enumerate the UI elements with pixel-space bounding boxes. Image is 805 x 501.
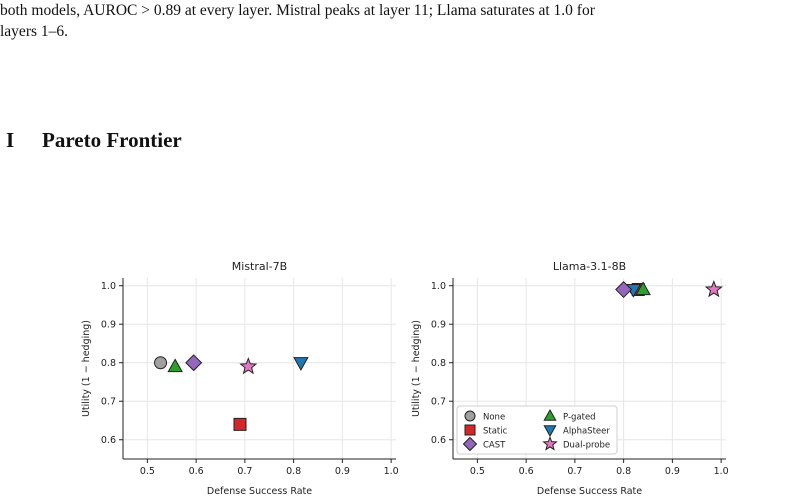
x-tick-label: 0.8 xyxy=(616,466,631,477)
legend-label-dual-probe: Dual-probe xyxy=(563,441,610,451)
y-tick-label: 0.9 xyxy=(431,320,446,331)
point-cast xyxy=(615,281,633,299)
x-tick-label: 0.9 xyxy=(665,466,680,477)
x-tick-label: 0.5 xyxy=(140,466,155,477)
legend-marker-cast xyxy=(462,436,478,452)
y-tick-label: 0.8 xyxy=(101,358,116,369)
legend-label-cast: CAST xyxy=(483,441,506,451)
section-title: Pareto Frontier xyxy=(42,128,182,152)
paragraph-line-1: both models, AUROC > 0.89 at every layer… xyxy=(0,2,595,19)
x-tick-label: 0.7 xyxy=(567,466,582,477)
y-tick-label: 1.0 xyxy=(431,281,446,292)
y-axis-label: Utility (1 − hedging) xyxy=(411,320,422,417)
paragraph-line-2: layers 1–6. xyxy=(0,23,69,40)
x-tick-label: 1.0 xyxy=(384,466,399,477)
y-tick-label: 0.8 xyxy=(431,358,446,369)
point-dual-probe xyxy=(239,357,258,375)
section-heading: I Pareto Frontier xyxy=(6,128,182,153)
chart-title: Llama-3.1-8B xyxy=(553,260,626,273)
point-static xyxy=(233,417,247,431)
plot-panel-mistral-7b: 0.5 0.6 0.7 0.8 0.9 1.0 0.6 0.7 0.8 0.9 1.0 Mistral… xyxy=(81,260,399,497)
legend-box xyxy=(456,405,618,455)
y-tick-label: 0.9 xyxy=(101,320,116,331)
legend-marker-static xyxy=(464,424,476,436)
legend-label-none: None xyxy=(483,413,505,423)
y-axis-label: Utility (1 − hedging) xyxy=(81,320,92,417)
x-tick-label: 0.5 xyxy=(470,466,485,477)
legend-marker-alphasteer xyxy=(543,425,557,438)
body-paragraph: both models, AUROC > 0.89 at every layer… xyxy=(0,0,800,42)
point-alphasteer xyxy=(293,357,309,371)
point-p-gated xyxy=(167,358,183,373)
point-cast xyxy=(185,354,203,372)
legend-marker-p-gated xyxy=(543,408,557,421)
x-tick-label: 0.8 xyxy=(286,466,301,477)
point-p-gated xyxy=(635,281,651,296)
plot-panel-llama-3-1-8b: 0.5 0.6 0.7 0.8 0.9 1.0 0.6 0.7 0.8 0.9 1.0 Llama-3… xyxy=(411,260,729,497)
point-none xyxy=(154,356,168,370)
chart-title: Mistral-7B xyxy=(232,260,287,273)
x-tick-label: 0.9 xyxy=(335,466,350,477)
legend-label-alphasteer: AlphaSteer xyxy=(563,427,610,437)
x-axis-label: Defense Success Rate xyxy=(537,486,642,497)
x-tick-label: 0.7 xyxy=(237,466,252,477)
section-number: I xyxy=(6,128,15,152)
x-tick-label: 1.0 xyxy=(714,466,729,477)
x-axis-label: Defense Success Rate xyxy=(207,486,312,497)
legend: None Static CAST P-gated AlphaSteer Dual-prob… xyxy=(456,405,618,455)
y-tick-label: 1.0 xyxy=(101,281,116,292)
y-tick-label: 0.6 xyxy=(101,435,116,446)
legend-marker-dual-probe xyxy=(542,435,558,451)
x-tick-label: 0.6 xyxy=(189,466,204,477)
x-tick-label: 0.6 xyxy=(519,466,534,477)
legend-label-p-gated: P-gated xyxy=(563,413,596,423)
y-tick-label: 0.6 xyxy=(431,435,446,446)
y-tick-label: 0.7 xyxy=(101,397,116,408)
legend-label-static: Static xyxy=(483,427,508,437)
point-dual-probe xyxy=(704,280,723,298)
legend-marker-none xyxy=(464,410,476,422)
y-tick-label: 0.7 xyxy=(431,397,446,408)
